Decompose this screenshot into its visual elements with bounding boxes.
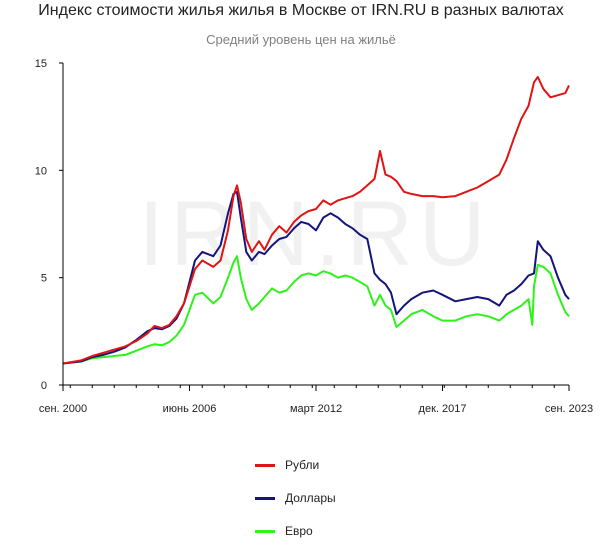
x-tick-label: дек. 2017 bbox=[419, 403, 467, 415]
x-tick-label: июнь 2006 bbox=[163, 403, 217, 415]
chart-title: Индекс стоимости жилья жилья в Москве от… bbox=[38, 2, 564, 19]
chart-subtitle: Средний уровень цен на жильё bbox=[206, 32, 396, 47]
series-line-0 bbox=[62, 76, 570, 365]
x-tick-label: сен. 2000 bbox=[39, 403, 87, 415]
legend-label: Евро bbox=[285, 524, 313, 538]
y-tick-label: 10 bbox=[35, 165, 47, 177]
watermark: IRN.RU bbox=[139, 183, 492, 285]
series-line-1 bbox=[62, 190, 570, 365]
y-tick-label: 0 bbox=[41, 380, 47, 392]
x-tick-label: сен. 2023 bbox=[545, 403, 593, 415]
legend-swatch bbox=[255, 464, 275, 467]
y-tick-label: 5 bbox=[41, 273, 47, 285]
series-layer bbox=[62, 76, 570, 365]
legend-label: Рубли bbox=[285, 458, 320, 472]
legend-label: Доллары bbox=[285, 491, 336, 505]
x-tick-label: март 2012 bbox=[290, 403, 342, 415]
y-tick-label: 15 bbox=[35, 58, 47, 70]
axes-layer: 0 5 10 15 сен. 2000 июнь 2006 март 2012 дек. 20… bbox=[35, 58, 593, 415]
legend-swatch bbox=[255, 497, 275, 500]
series-line-2 bbox=[62, 255, 570, 365]
legend-swatch bbox=[255, 530, 275, 533]
